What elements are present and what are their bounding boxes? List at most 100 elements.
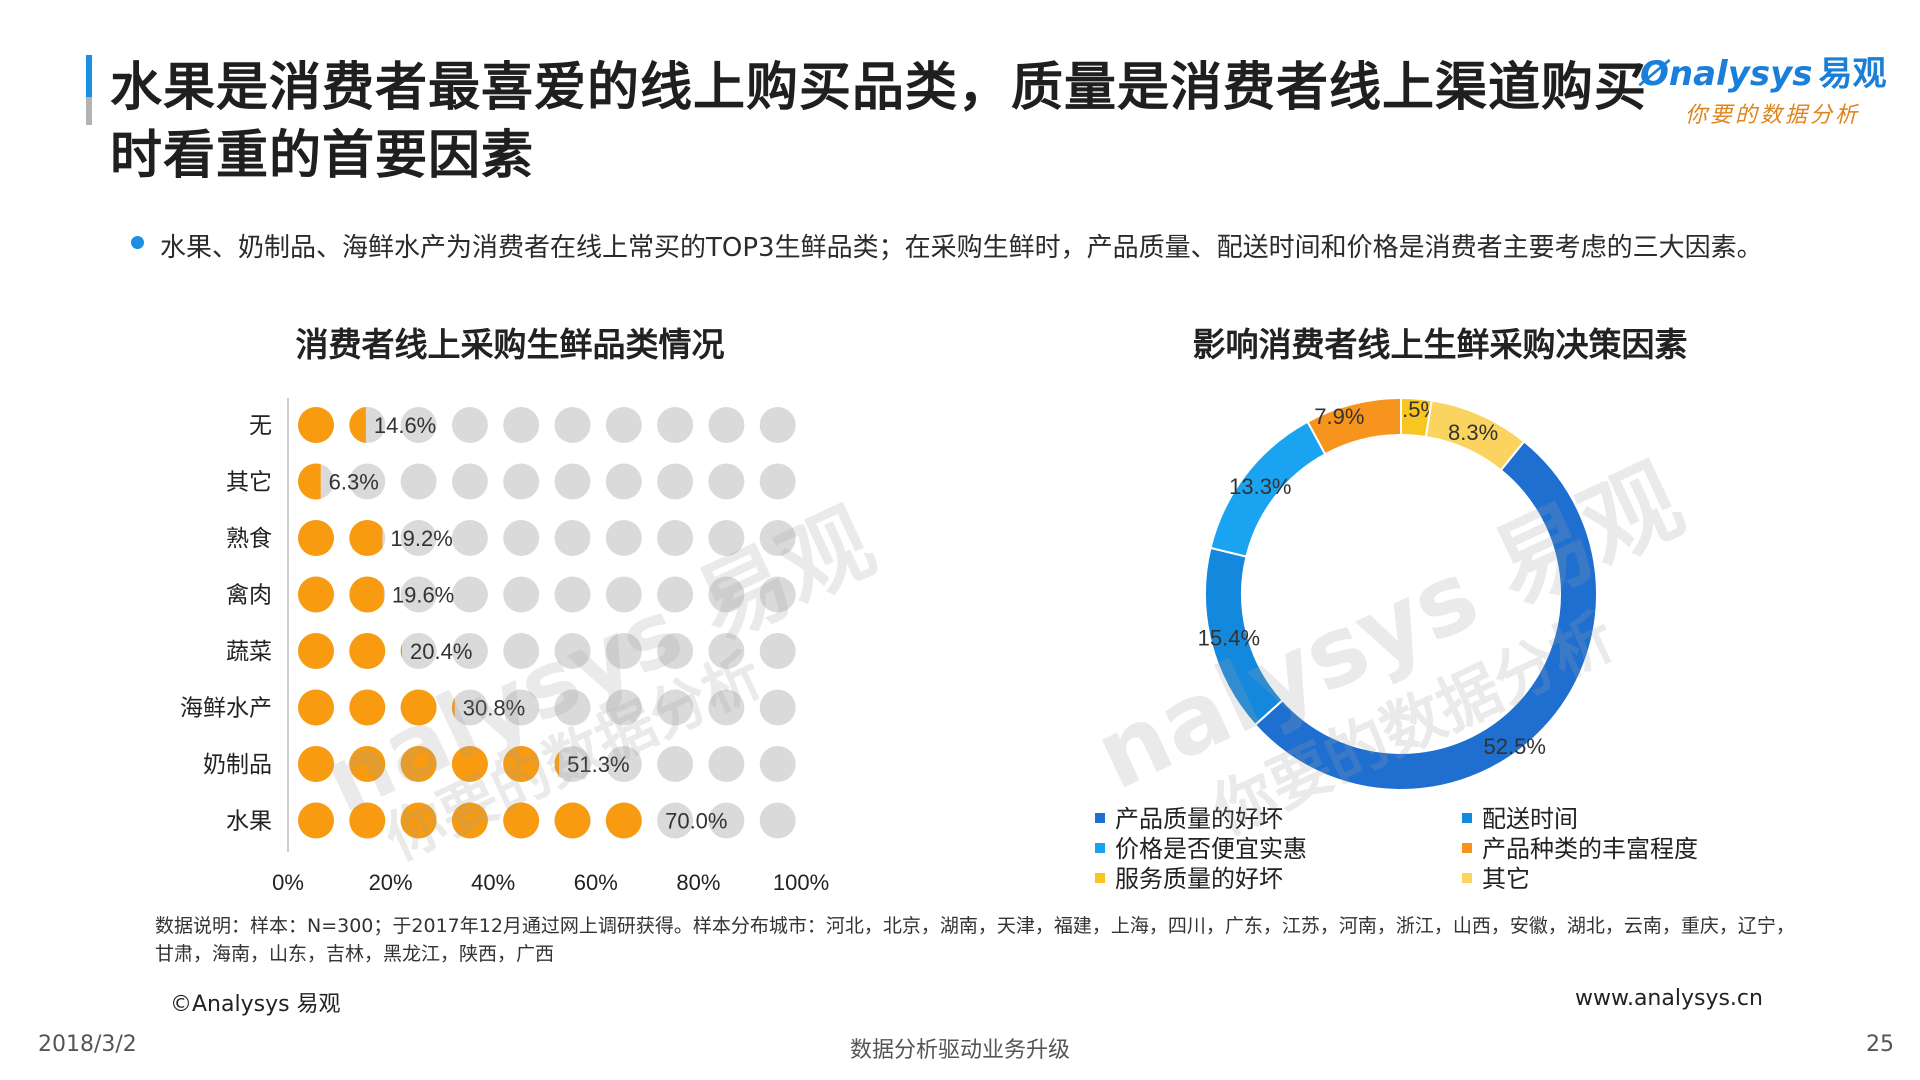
dot-filled — [349, 689, 386, 726]
dot-empty — [708, 576, 745, 613]
value-label: 51.3% — [567, 752, 629, 777]
dot-filled — [503, 802, 540, 839]
dot-filled — [451, 802, 488, 839]
page-title: 水果是消费者最喜爱的线上购买品类，质量是消费者线上渠道购买时看重的首要因素 — [110, 58, 1648, 186]
dot-empty — [657, 633, 694, 669]
dot-empty — [708, 802, 745, 839]
legend-item: 服务质量的好坏 — [1095, 859, 1283, 894]
dot-empty — [400, 520, 437, 556]
bullet-dot-icon — [131, 236, 144, 249]
dot-empty — [657, 407, 694, 443]
dot-empty — [554, 576, 591, 613]
x-tick-label: 100% — [773, 870, 829, 895]
legend-item: 价格是否便宜实惠 — [1095, 829, 1307, 864]
copyright: ©Analysys 易观 — [170, 992, 341, 1017]
donut-slice — [1253, 440, 1598, 791]
dot-empty — [451, 633, 488, 669]
footer-date: 2018/3/2 — [38, 1032, 137, 1057]
dot-filled — [554, 802, 591, 839]
slice-value-label: 13.3% — [1229, 474, 1291, 499]
dot-empty — [605, 689, 642, 726]
legend-label: 配送时间 — [1482, 805, 1578, 833]
dot-empty — [503, 633, 540, 669]
dot-empty — [400, 407, 437, 443]
legend-item: 产品质量的好坏 — [1095, 799, 1283, 834]
dot-empty — [451, 463, 488, 500]
title-accent-bar — [86, 55, 92, 125]
dot-filled — [298, 407, 334, 443]
dot-filled — [400, 802, 437, 839]
dot-filled — [298, 520, 334, 556]
dot-empty — [759, 802, 796, 839]
dot-filled — [605, 802, 642, 839]
dot-empty — [605, 463, 642, 500]
donut-chart-title: 影响消费者线上生鲜采购决策因素 — [1192, 325, 1688, 364]
slice-value-label: 52.5% — [1484, 734, 1546, 759]
category-label: 奶制品 — [203, 751, 272, 777]
dot-empty — [708, 746, 745, 782]
dot-empty — [759, 576, 796, 613]
category-label: 海鲜水产 — [180, 695, 272, 721]
data-note: 数据说明：样本：N=300；于2017年12月通过网上调研获得。样本分布城市：河… — [155, 915, 1795, 965]
legend-swatch — [1095, 873, 1105, 883]
dot-empty — [503, 463, 540, 500]
legend-label: 其它 — [1482, 865, 1530, 893]
dot-empty — [503, 520, 540, 556]
dot-empty — [657, 520, 694, 556]
dot-partial — [349, 407, 366, 443]
donut-slice — [1306, 396, 1402, 456]
dot-empty — [657, 463, 694, 500]
dot-filled — [503, 746, 540, 782]
legend-item: 其它 — [1462, 859, 1530, 894]
dot-empty — [759, 689, 796, 726]
dot-filled — [400, 689, 437, 726]
logo-brand: nalysys — [1668, 54, 1813, 94]
dot-empty — [605, 633, 642, 669]
dot-filled — [349, 633, 386, 669]
dot-empty — [451, 689, 488, 726]
dot-empty — [708, 463, 745, 500]
logo-brand-cn: 易观 — [1818, 54, 1887, 94]
x-tick-label: 20% — [369, 870, 413, 895]
dot-empty — [554, 633, 591, 669]
value-label: 19.2% — [390, 526, 452, 551]
dot-partial — [400, 643, 403, 659]
category-label: 禽肉 — [226, 582, 272, 608]
dot-empty — [554, 407, 591, 443]
website-url[interactable]: www.analysys.cn — [1575, 986, 1763, 1011]
slice-value-label: 7.9% — [1314, 404, 1364, 429]
dot-empty — [451, 407, 488, 443]
dot-empty — [503, 689, 540, 726]
dot-empty — [708, 689, 745, 726]
category-label: 熟食 — [226, 525, 272, 551]
dot-empty — [400, 576, 437, 613]
page-number: 25 — [1866, 1032, 1894, 1057]
legend-label: 价格是否便宜实惠 — [1115, 835, 1307, 863]
slice-value-label: 8.3% — [1448, 420, 1498, 445]
dot-empty — [349, 463, 386, 500]
legend-item: 配送时间 — [1462, 799, 1578, 834]
logo-tagline: 你要的数据分析 — [1685, 103, 1861, 128]
logo-mark-icon: Ø — [1640, 54, 1669, 94]
dot-filled — [349, 802, 386, 839]
summary-bullet: 水果、奶制品、海鲜水产为消费者在线上常买的TOP3生鲜品类；在采购生鲜时，产品质… — [160, 233, 1763, 263]
x-tick-label: 80% — [676, 870, 720, 895]
dot-partial — [298, 463, 321, 500]
dot-filled — [400, 746, 437, 782]
category-label: 无 — [249, 412, 272, 438]
dot-empty — [657, 576, 694, 613]
category-label: 蔬菜 — [226, 638, 272, 664]
x-tick-label: 40% — [471, 870, 515, 895]
dot-empty — [759, 746, 796, 782]
dot-partial — [554, 751, 560, 777]
dot-chart-title: 消费者线上采购生鲜品类情况 — [295, 325, 725, 364]
dot-empty — [400, 633, 437, 669]
category-label: 水果 — [226, 808, 272, 834]
value-label: 70.0% — [665, 809, 727, 834]
legend-swatch — [1095, 813, 1105, 823]
dot-empty — [759, 407, 796, 443]
dot-empty — [657, 689, 694, 726]
value-label: 6.3% — [329, 470, 379, 495]
dot-empty — [759, 520, 796, 556]
dot-empty — [605, 520, 642, 556]
